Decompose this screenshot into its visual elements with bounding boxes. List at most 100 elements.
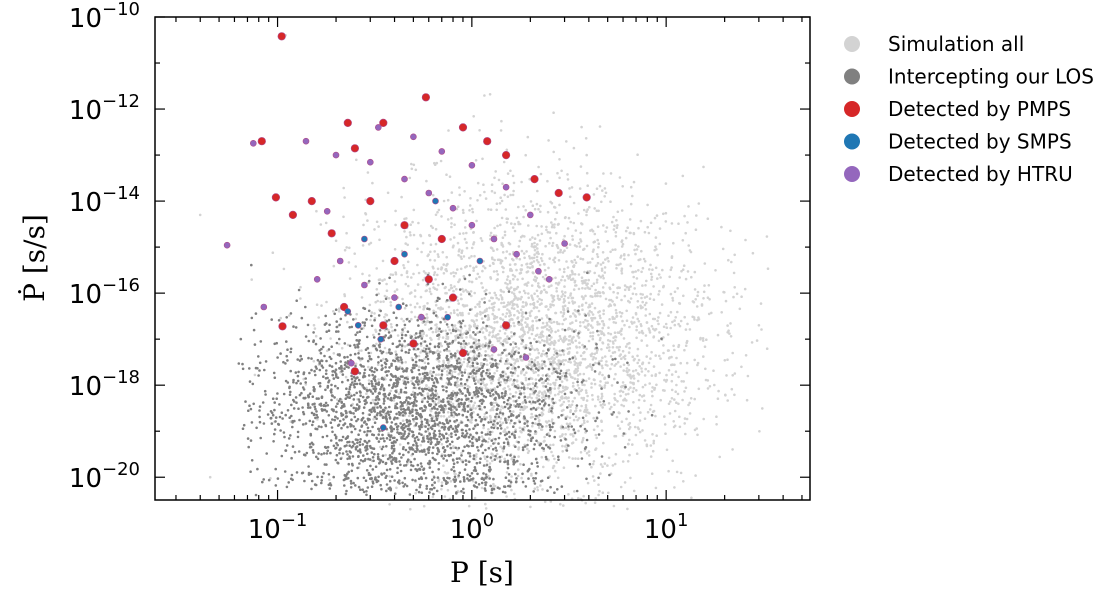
density-point [557,367,561,370]
density-point [272,371,276,375]
density-point [286,359,289,362]
density-point [592,428,596,432]
density-point [331,373,335,377]
density-point [422,346,426,350]
density-point [456,377,459,380]
density-point [371,406,375,410]
density-point [390,462,394,465]
density-point [642,257,646,261]
density-point [411,408,414,411]
density-point [348,444,352,448]
density-point [385,282,388,286]
density-point [607,343,610,346]
density-point [675,470,679,474]
density-point [489,277,493,280]
density-point [395,323,399,327]
density-point [309,445,313,449]
density-point [620,420,624,424]
density-point [602,291,605,295]
density-point [352,481,355,485]
density-point [516,278,519,281]
density-point [531,236,534,239]
density-point [482,426,485,430]
density-point [632,282,636,285]
density-point [681,174,685,178]
density-point [395,402,399,406]
density-point [312,359,316,363]
density-point [702,290,706,294]
density-point [700,304,704,307]
density-point [617,348,621,352]
density-point [612,411,615,414]
density-point [562,389,565,393]
density-point [494,359,497,362]
density-point [518,290,521,294]
density-point [347,366,350,369]
density-point [421,335,424,338]
density-point [508,314,511,318]
density-point [520,359,523,362]
density-point [365,423,368,426]
density-point [596,323,599,326]
density-point [650,390,654,393]
density-point [507,430,511,434]
density-point [299,297,302,300]
density-point [259,340,263,343]
density-point [555,378,558,382]
density-point [489,394,492,398]
density-point [337,342,341,346]
density-point [311,420,315,424]
density-point [664,220,668,223]
density-point [582,419,586,422]
density-point [388,468,392,471]
density-point [662,351,665,355]
density-point [489,234,492,237]
density-point [459,336,462,339]
density-point [495,202,499,205]
density-point [592,356,595,359]
density-point [652,285,655,288]
density-point [569,220,572,224]
density-point [467,504,471,508]
density-point [640,270,643,274]
density-point [652,441,655,445]
density-point [606,240,609,243]
density-point [554,330,557,334]
density-point [566,266,570,269]
density-point [270,422,274,425]
density-point [597,476,600,480]
density-point [541,252,544,256]
density-point [468,406,472,409]
density-point [400,358,403,362]
density-point [368,408,372,412]
density-point [619,315,623,318]
density-point [712,369,715,373]
density-point [364,479,368,483]
density-point [675,356,678,360]
density-point [704,367,707,371]
density-point [466,384,470,388]
density-point [575,351,579,354]
density-point [454,338,457,342]
density-point [457,402,461,406]
density-point [547,349,550,352]
density-point [580,380,584,384]
density-point [632,369,635,373]
density-point [607,491,610,495]
density-point [453,370,457,374]
density-point [392,311,396,315]
density-point [601,261,605,265]
density-point [457,302,461,305]
density-point [298,359,302,362]
density-point [524,321,527,324]
density-point [545,321,549,325]
density-point [425,320,428,324]
density-point [566,444,570,447]
density-point [686,221,689,224]
density-point [655,383,658,387]
density-point [372,336,376,339]
density-point [311,423,314,427]
density-point [644,314,647,317]
density-point [484,481,488,484]
density-point [460,454,463,457]
